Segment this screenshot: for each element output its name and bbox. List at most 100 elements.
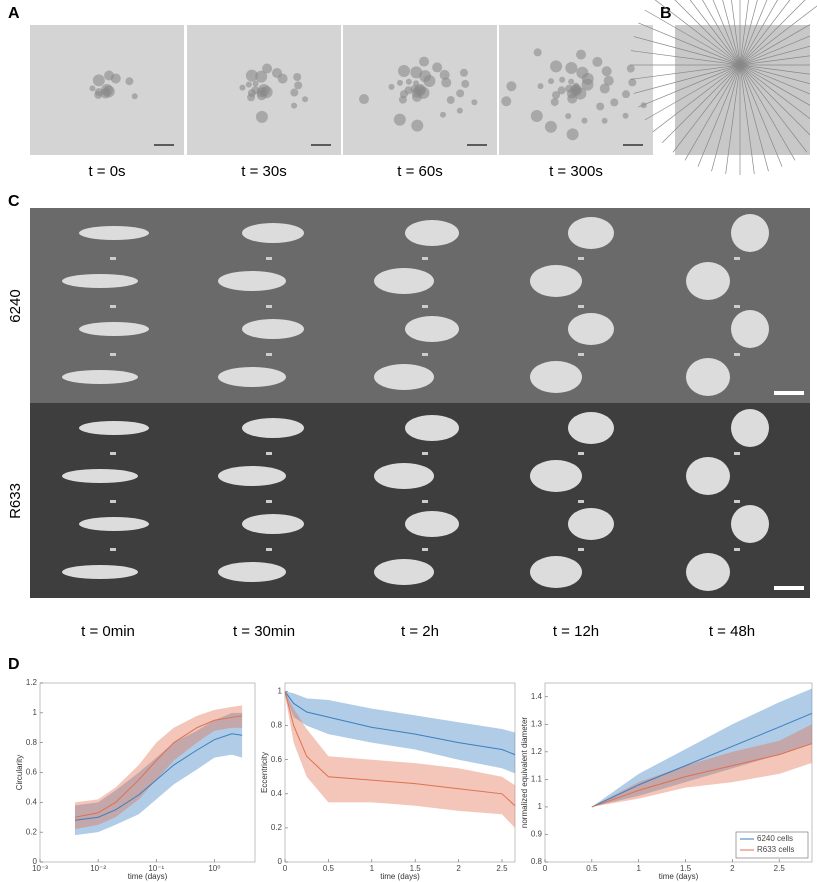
droplet	[530, 556, 582, 588]
cell	[601, 117, 608, 124]
y-tick-label: 0.8	[271, 721, 283, 730]
fiber	[739, 64, 817, 76]
line	[74, 733, 243, 821]
fiber	[739, 64, 817, 110]
cell	[456, 107, 463, 114]
fiber	[633, 64, 741, 94]
line	[284, 691, 516, 807]
droplet	[242, 418, 304, 438]
micrograph	[654, 208, 810, 403]
droplet	[686, 457, 730, 495]
droplet	[405, 415, 459, 441]
cell	[565, 113, 572, 120]
x-tick-label: 2.5	[496, 864, 508, 873]
cell	[411, 119, 424, 132]
cell	[290, 88, 299, 97]
fiber	[739, 64, 783, 167]
droplet	[731, 505, 769, 543]
dot	[578, 452, 584, 455]
droplet	[568, 412, 614, 444]
droplet	[62, 565, 138, 579]
band	[285, 691, 515, 774]
fiber	[712, 0, 741, 66]
panel-label: B	[660, 5, 672, 22]
x-tick-label: 10⁻¹	[148, 864, 164, 873]
x-tick-label: 1.5	[680, 864, 692, 873]
band	[285, 691, 515, 828]
cell	[566, 128, 579, 141]
micrograph	[654, 403, 810, 598]
panel-label: C	[8, 193, 20, 210]
fiber	[638, 64, 741, 108]
cell	[544, 120, 557, 133]
droplet	[62, 370, 138, 384]
fiber	[739, 0, 749, 66]
cell	[581, 78, 594, 91]
dot	[734, 257, 740, 260]
cell	[439, 111, 446, 118]
time-label: t = 0s	[88, 163, 125, 180]
fiber	[630, 64, 741, 80]
fiber	[739, 64, 755, 175]
y-tick-label: 1	[278, 687, 283, 696]
droplet	[218, 562, 286, 582]
dot	[422, 305, 428, 308]
dot	[734, 452, 740, 455]
dot	[266, 305, 272, 308]
dot	[422, 452, 428, 455]
cell	[419, 56, 430, 67]
droplet	[530, 460, 582, 492]
fiber	[652, 64, 741, 133]
fiber	[739, 54, 817, 66]
droplet	[686, 553, 730, 591]
dot	[266, 452, 272, 455]
fiber	[725, 64, 741, 175]
fiber	[722, 0, 741, 66]
y-tick-label: 0.8	[26, 738, 38, 747]
droplet	[405, 220, 459, 246]
dot	[110, 548, 116, 551]
droplet	[568, 313, 614, 345]
cell	[599, 83, 610, 94]
droplet	[79, 517, 149, 531]
cell	[131, 93, 138, 100]
cell	[125, 77, 134, 86]
cell	[255, 70, 268, 83]
time-label: t = 30min	[233, 623, 295, 640]
cell	[622, 90, 631, 99]
dot	[266, 353, 272, 356]
dot	[578, 353, 584, 356]
dot	[734, 353, 740, 356]
cell	[581, 117, 588, 124]
legend	[735, 831, 809, 859]
fiber	[654, 0, 741, 66]
fiber	[661, 64, 741, 144]
fiber	[697, 64, 741, 167]
cell	[550, 97, 559, 106]
cell	[506, 81, 517, 92]
band	[74, 712, 243, 836]
cell	[456, 89, 465, 98]
line	[591, 712, 813, 808]
fiber	[684, 64, 741, 161]
droplet	[62, 274, 138, 288]
fiber	[739, 0, 778, 66]
cell	[277, 73, 288, 84]
band	[74, 705, 243, 830]
cell	[461, 79, 470, 88]
cell	[471, 99, 478, 106]
cell	[251, 86, 260, 95]
fiber	[739, 64, 817, 143]
cell	[557, 86, 566, 95]
fiber	[739, 64, 808, 153]
cell	[291, 102, 298, 109]
fiber	[739, 0, 791, 66]
fiber	[633, 36, 741, 66]
fiber	[731, 0, 741, 66]
cell	[89, 85, 96, 92]
droplet	[530, 265, 582, 297]
mask	[810, 20, 817, 160]
droplet	[405, 511, 459, 537]
cell	[622, 112, 629, 119]
x-tick-label: 0.5	[323, 864, 335, 873]
